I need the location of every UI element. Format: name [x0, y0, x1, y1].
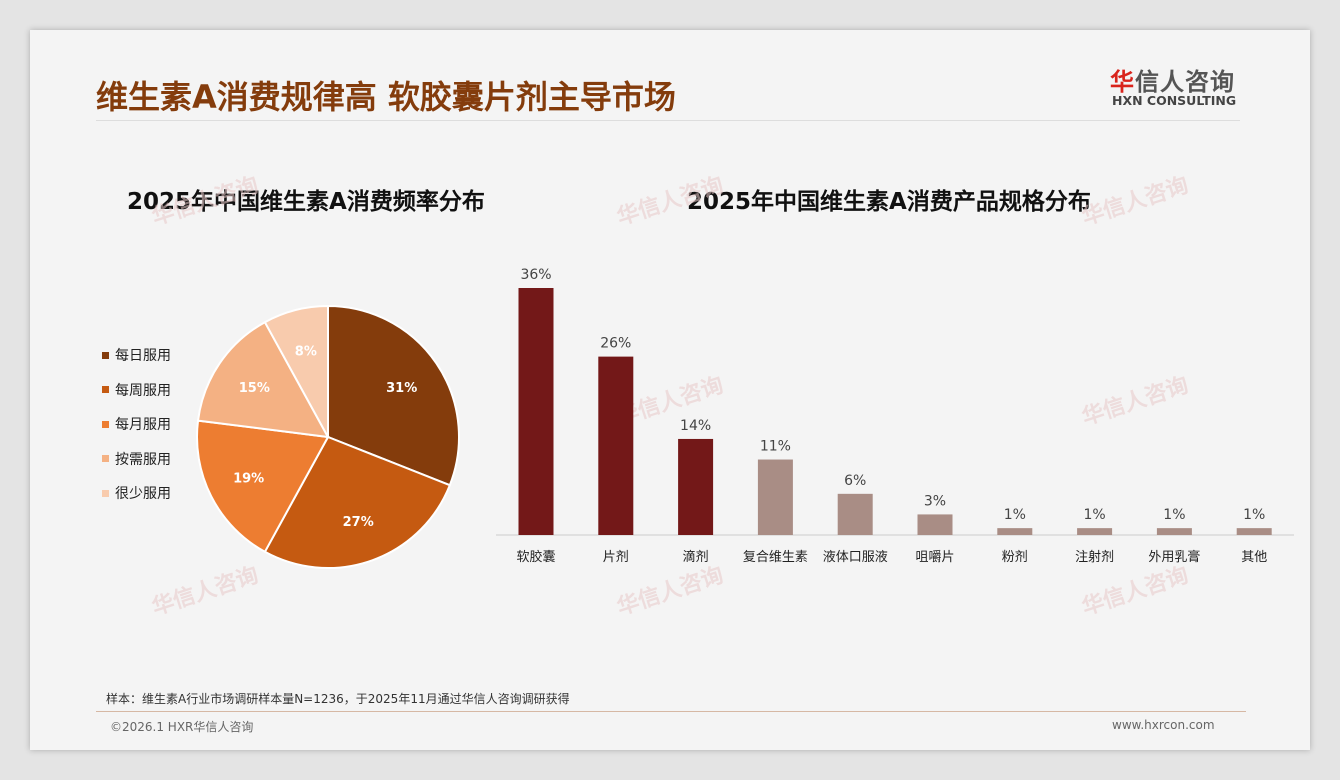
x-tick-label: 滴剂 [683, 549, 709, 565]
bar [1236, 528, 1272, 535]
bar [1077, 528, 1113, 535]
legend-swatch [102, 386, 109, 393]
pie-label: 19% [233, 471, 264, 486]
x-tick-label: 软胶囊 [516, 549, 555, 565]
footer-divider [96, 711, 1246, 712]
bar [1156, 528, 1192, 535]
watermark: 华信人咨询 [149, 172, 262, 231]
page-title: 维生素A消费规律高 软胶囊片剂主导市场 [96, 78, 676, 116]
pie-slice [196, 419, 330, 554]
watermark: 华信人咨询 [1079, 172, 1192, 231]
x-tick-label: 复合维生素 [743, 550, 808, 565]
legend-item: 很少服用 [102, 483, 171, 503]
pie-slice [196, 320, 330, 439]
x-tick-label: 外用乳膏 [1148, 549, 1200, 565]
legend-label: 每月服用 [115, 417, 171, 433]
bar [598, 356, 634, 535]
website-link[interactable]: www.hxrcon.com [1112, 718, 1215, 732]
pie-label: 15% [239, 381, 270, 396]
bar [997, 528, 1033, 535]
sample-note: 样本：维生素A行业市场调研样本量N=1236，于2025年11月通过华信人咨询调… [106, 692, 570, 706]
bar-value-label: 14% [680, 418, 711, 434]
pie-label: 8% [295, 345, 317, 360]
logo-subtitle: HXN CONSULTING [1112, 93, 1237, 108]
legend-label: 很少服用 [115, 486, 171, 502]
legend-item: 每周服用 [102, 380, 171, 400]
legend-item: 每日服用 [102, 345, 171, 365]
x-tick-label: 液体口服液 [823, 550, 888, 565]
pie-label: 31% [386, 381, 417, 396]
bar [917, 514, 953, 535]
legend-label: 按需服用 [115, 451, 171, 468]
legend-swatch [102, 489, 109, 497]
watermark: 华信人咨询 [149, 562, 262, 621]
bar [837, 493, 873, 535]
logo: 华信人咨询 [1110, 68, 1235, 96]
legend-swatch [102, 455, 109, 462]
bar-value-label: 1% [1243, 507, 1265, 523]
x-tick-label: 片剂 [603, 550, 629, 565]
pie-slice [327, 304, 460, 487]
bar-value-label: 3% [924, 493, 946, 509]
bar-value-label: 11% [760, 439, 791, 455]
bar [757, 459, 793, 535]
watermark: 华信人咨询 [1079, 372, 1192, 431]
legend-item: 每月服用 [102, 414, 171, 434]
bar-value-label: 1% [1083, 507, 1105, 523]
x-tick-label: 粉剂 [1002, 550, 1028, 565]
legend-swatch [102, 420, 109, 428]
divider [96, 120, 1240, 121]
bar-value-label: 1% [1004, 507, 1026, 523]
slide: 维生素A消费规律高 软胶囊片剂主导市场 华信人咨询 HXN CONSULTING… [30, 30, 1310, 750]
bar-value-label: 36% [520, 267, 551, 283]
copyright: ©2026.1 HXR华信人咨询 [110, 720, 254, 734]
pie-slice [263, 304, 329, 438]
legend-swatch [102, 351, 109, 359]
x-tick-label: 注射剂 [1075, 549, 1114, 565]
bar-title: 2025年中国维生素A消费产品规格分布 [687, 189, 1091, 215]
bar [518, 288, 554, 535]
watermark: 华信人咨询 [1079, 562, 1192, 621]
pie-title: 2025年中国维生素A消费频率分布 [127, 189, 485, 215]
legend-label: 每日服用 [115, 348, 171, 364]
bar-value-label: 1% [1163, 507, 1185, 523]
x-tick-label: 其他 [1241, 550, 1267, 565]
bar [678, 438, 714, 535]
watermark: 华信人咨询 [614, 172, 727, 231]
legend-item: 按需服用 [102, 449, 171, 469]
bar-value-label: 26% [600, 336, 631, 352]
watermark: 华信人咨询 [614, 562, 727, 621]
legend-label: 每周服用 [115, 382, 171, 399]
pie-label: 27% [343, 515, 374, 530]
bar-value-label: 6% [844, 473, 866, 489]
x-tick-label: 咀嚼片 [915, 550, 954, 565]
